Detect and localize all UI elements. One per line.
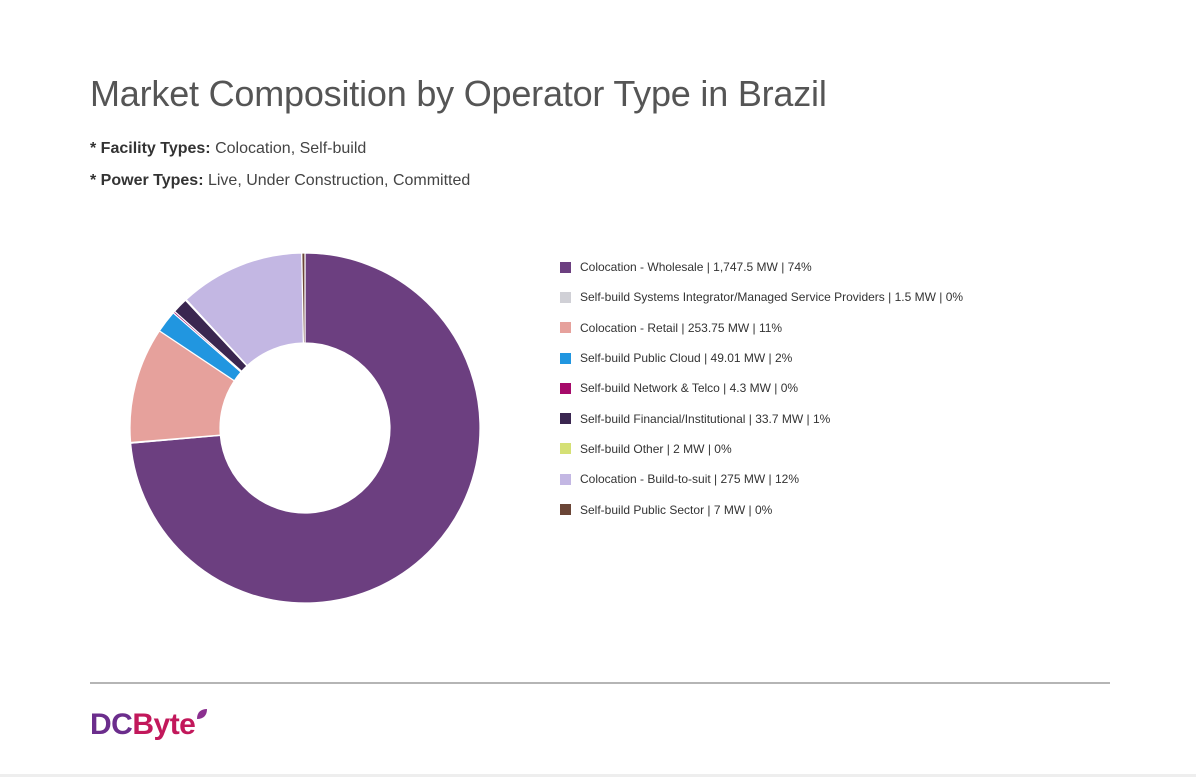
legend-label: Self-build Systems Integrator/Managed Se… xyxy=(580,290,964,305)
logo-leaf-icon xyxy=(197,709,208,719)
legend-item[interactable]: Self-build Network & Telco | 4.3 MW | 0% xyxy=(560,373,963,403)
power-types-value: Live, Under Construction, Committed xyxy=(207,172,471,189)
legend-swatch xyxy=(560,352,571,364)
chart-legend: Colocation - Wholesale | 1,747.5 MW | 74… xyxy=(560,252,963,525)
page-bottom-border xyxy=(0,774,1196,777)
legend-item[interactable]: Colocation - Retail | 253.75 MW | 11% xyxy=(560,313,963,343)
legend-swatch xyxy=(560,261,571,273)
footer-divider xyxy=(90,682,1110,684)
facility-types-value: Colocation, Self-build xyxy=(215,140,367,157)
legend-item[interactable]: Self-build Public Sector | 7 MW | 0% xyxy=(560,494,963,524)
legend-label: Self-build Public Cloud | 49.01 MW | 2% xyxy=(580,351,793,366)
donut-chart xyxy=(129,252,481,604)
donut-slice-8[interactable] xyxy=(301,252,306,344)
legend-swatch xyxy=(560,443,571,455)
legend-label: Self-build Network & Telco | 4.3 MW | 0% xyxy=(580,381,799,396)
legend-label: Colocation - Build-to-suit | 275 MW | 12… xyxy=(580,472,799,487)
legend-swatch xyxy=(560,473,571,485)
facility-types-label: * Facility Types: xyxy=(90,140,211,157)
logo-text-byte: Byte xyxy=(132,708,196,741)
legend-swatch xyxy=(560,504,571,516)
legend-label: Self-build Public Sector | 7 MW | 0% xyxy=(580,502,773,517)
chart-title: Market Composition by Operator Type in B… xyxy=(90,73,827,114)
legend-swatch xyxy=(560,322,571,334)
legend-label: Self-build Financial/Institutional | 33.… xyxy=(580,411,831,426)
legend-item[interactable]: Colocation - Build-to-suit | 275 MW | 12… xyxy=(560,464,963,494)
legend-item[interactable]: Colocation - Wholesale | 1,747.5 MW | 74… xyxy=(560,252,963,282)
legend-swatch xyxy=(560,382,571,394)
power-types-filter: * Power Types: Live, Under Construction,… xyxy=(90,172,470,190)
legend-item[interactable]: Self-build Financial/Institutional | 33.… xyxy=(560,403,963,433)
legend-swatch xyxy=(560,413,571,425)
donut-slice-0[interactable] xyxy=(130,252,481,604)
legend-label: Self-build Other | 2 MW | 0% xyxy=(580,441,732,456)
dcbyte-logo: DC Byte xyxy=(90,708,208,744)
legend-item[interactable]: Self-build Public Cloud | 49.01 MW | 2% xyxy=(560,343,963,373)
legend-item[interactable]: Self-build Other | 2 MW | 0% xyxy=(560,434,963,464)
logo-text-dc: DC xyxy=(90,708,133,741)
facility-types-filter: * Facility Types: Colocation, Self-build xyxy=(90,140,366,158)
legend-label: Colocation - Wholesale | 1,747.5 MW | 74… xyxy=(580,260,812,275)
legend-swatch xyxy=(560,291,571,303)
legend-item[interactable]: Self-build Systems Integrator/Managed Se… xyxy=(560,282,963,312)
legend-label: Colocation - Retail | 253.75 MW | 11% xyxy=(580,320,783,335)
power-types-label: * Power Types: xyxy=(90,172,204,189)
